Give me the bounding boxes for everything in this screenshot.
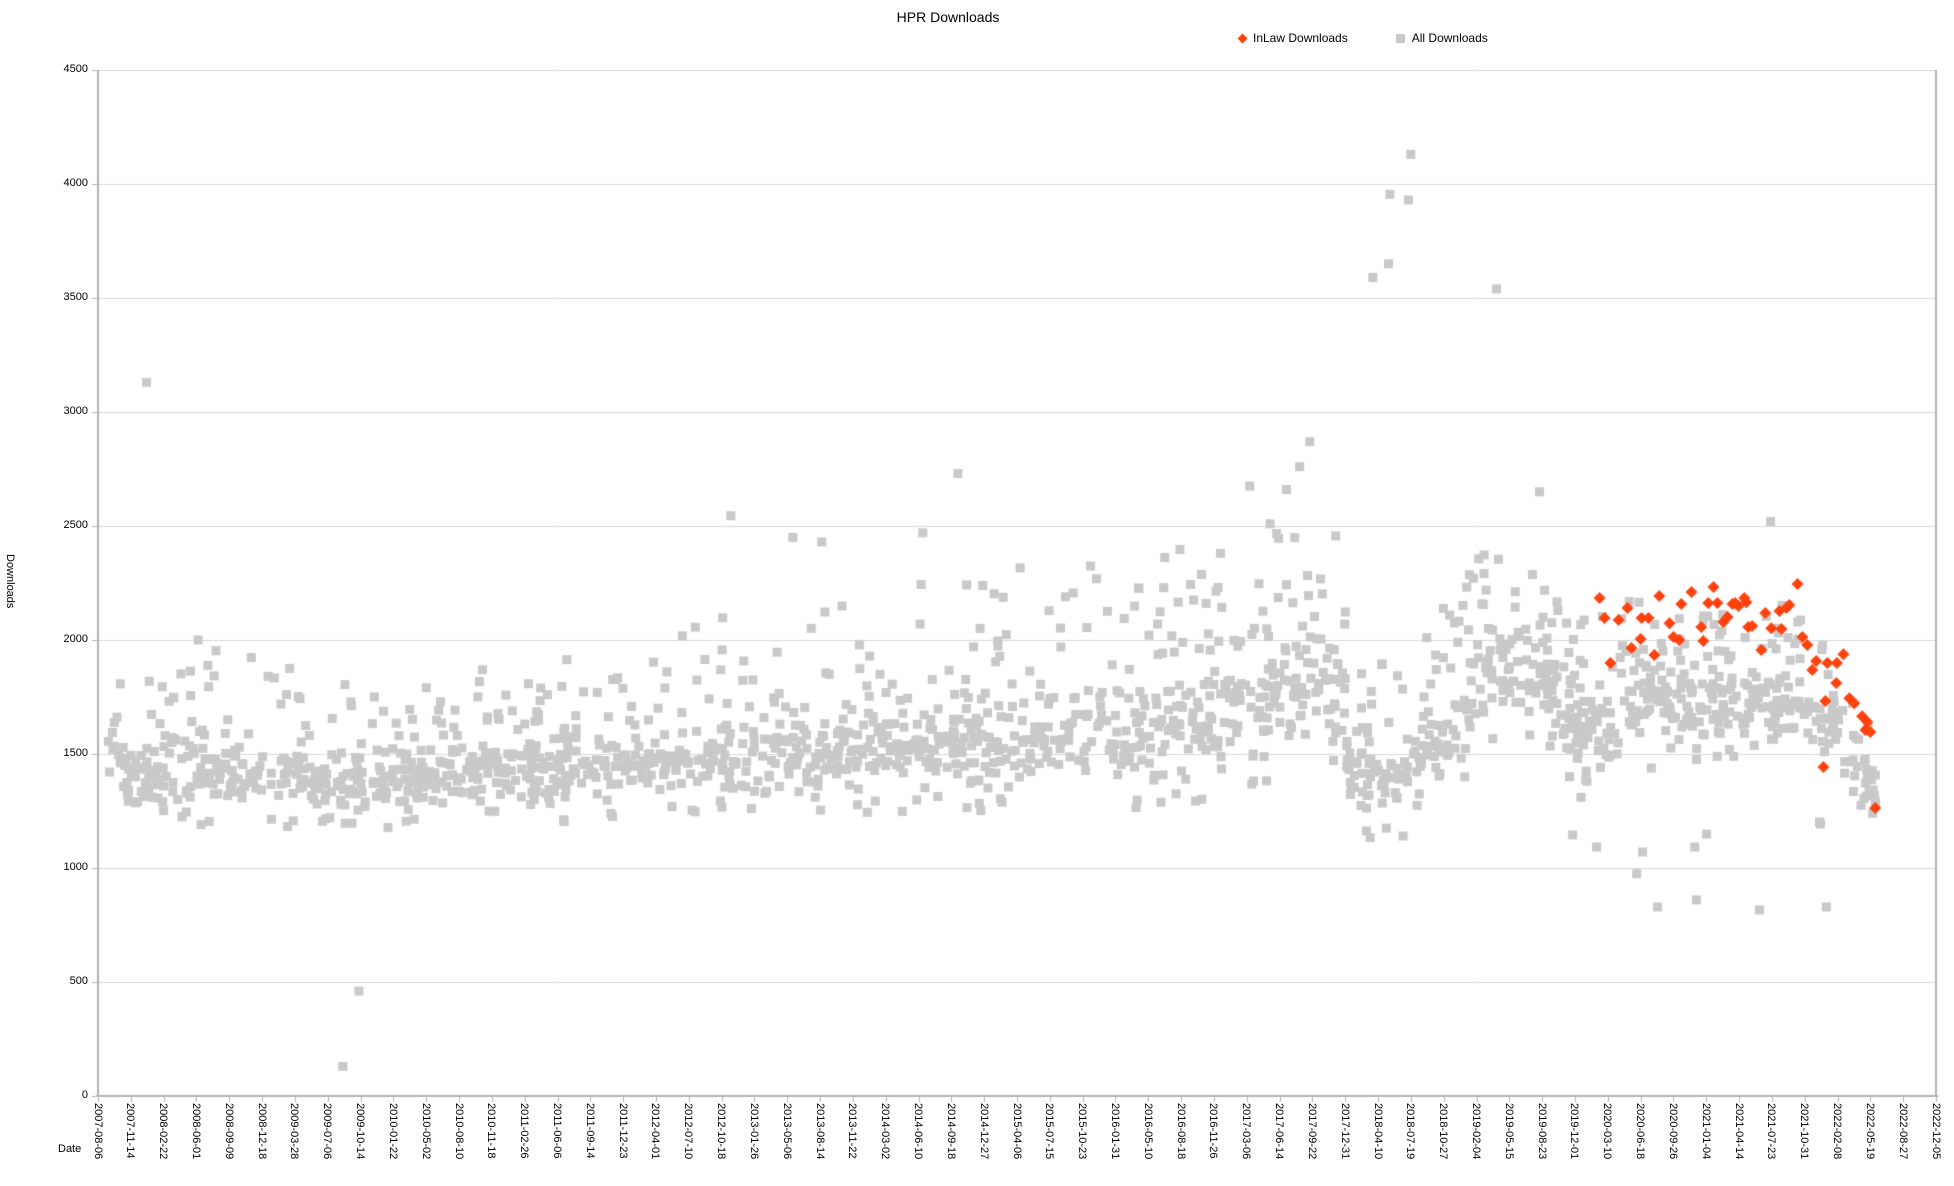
- x-tick-label: 2022-08-27: [1896, 1103, 1909, 1160]
- x-tick-label: 2009-03-28: [288, 1103, 301, 1160]
- x-tick-label: 2011-09-14: [583, 1103, 596, 1159]
- x-tick-label: 2019-02-04: [1470, 1103, 1482, 1160]
- x-tick-label: 2009-07-06: [321, 1103, 334, 1160]
- x-tick-label: 2021-04-14: [1732, 1103, 1745, 1160]
- x-tick-label: 2017-03-06: [1240, 1103, 1253, 1160]
- diamond-marker-icon: [1237, 33, 1248, 43]
- y-tick-label: 0: [81, 1089, 88, 1101]
- legend-label-all: All Downloads: [1411, 31, 1488, 45]
- x-tick-label: 2022-12-05: [1929, 1103, 1942, 1160]
- x-axis-title: Date: [58, 1143, 82, 1155]
- x-tick-label: 2011-02-26: [518, 1103, 531, 1159]
- x-tick-label: 2016-05-10: [1141, 1103, 1154, 1160]
- y-tick-label: 3000: [63, 405, 88, 417]
- x-tick-label: 2011-12-23: [616, 1103, 629, 1159]
- x-tick-label: 2010-11-18: [485, 1103, 498, 1159]
- x-tick-label: 2018-10-27: [1437, 1103, 1450, 1160]
- x-tick-label: 2019-05-15: [1502, 1103, 1515, 1160]
- legend-item-inlaw-downloads: InLaw Downloads: [1237, 31, 1348, 45]
- x-tick-label: 2016-01-31: [1108, 1103, 1121, 1160]
- y-tick-label: 1500: [63, 747, 88, 759]
- x-tick-label: 2019-12-01: [1568, 1103, 1581, 1160]
- x-tick-label: 2020-06-18: [1634, 1103, 1647, 1160]
- x-tick-label: 2022-05-19: [1863, 1103, 1876, 1160]
- y-tick-label: 4500: [63, 63, 88, 75]
- legend-item-all-downloads: All Downloads: [1395, 31, 1488, 45]
- square-marker-icon: [1395, 33, 1405, 43]
- x-tick-label: 2015-10-23: [1076, 1103, 1089, 1160]
- x-tick-label: 2020-03-10: [1601, 1103, 1614, 1160]
- x-tick-label: 2015-04-06: [1010, 1103, 1023, 1160]
- x-tick-label: 2019-08-23: [1535, 1103, 1548, 1160]
- x-tick-label: 2021-10-31: [1798, 1103, 1811, 1160]
- x-tick-label: 2012-04-01: [649, 1103, 662, 1160]
- x-tick-label: 2008-02-22: [157, 1103, 170, 1160]
- y-tick-label: 1000: [63, 861, 88, 873]
- x-tick-label: 2017-09-22: [1305, 1103, 1318, 1160]
- x-tick-label: 2016-11-26: [1207, 1103, 1220, 1159]
- x-tick-label: 2017-06-14: [1273, 1103, 1286, 1160]
- x-tick-label: 2017-12-31: [1338, 1103, 1351, 1160]
- y-axis-title: Downloads: [4, 554, 16, 609]
- x-tick-label: 2013-01-26: [747, 1103, 760, 1160]
- y-tick-label: 4000: [63, 177, 88, 189]
- y-tick-label: 2500: [63, 519, 88, 531]
- x-tick-label: 2007-08-06: [91, 1103, 104, 1160]
- x-tick-label: 2010-05-02: [419, 1103, 432, 1160]
- x-tick-label: 2010-01-22: [386, 1103, 399, 1160]
- x-tick-label: 2018-07-19: [1404, 1103, 1417, 1160]
- x-tick-label: 2013-05-06: [780, 1103, 793, 1160]
- x-tick-label: 2013-11-22: [846, 1103, 859, 1159]
- x-tick-label: 2020-09-26: [1666, 1103, 1679, 1160]
- y-tick-label: 2000: [63, 633, 88, 645]
- legend: InLaw Downloads All Downloads: [1237, 31, 1488, 45]
- x-tick-label: 2014-03-02: [879, 1103, 892, 1160]
- x-tick-label: 2008-06-01: [189, 1103, 202, 1160]
- x-tick-label: 2013-08-14: [813, 1103, 826, 1160]
- x-tick-label: 2014-06-10: [912, 1103, 925, 1160]
- x-tick-label: 2018-04-10: [1371, 1103, 1384, 1160]
- x-tick-label: 2022-02-08: [1831, 1103, 1844, 1160]
- y-tick-label: 500: [69, 975, 88, 987]
- chart-title: HPR Downloads: [896, 9, 1000, 25]
- x-tick-label: 2015-07-15: [1043, 1103, 1056, 1160]
- x-tick-label: 2014-09-18: [944, 1103, 957, 1160]
- x-tick-label: 2009-10-14: [354, 1103, 367, 1160]
- x-tick-label: 2010-08-10: [452, 1103, 465, 1160]
- legend-label-inlaw: InLaw Downloads: [1253, 31, 1348, 45]
- x-tick-label: 2007-11-14: [124, 1103, 137, 1159]
- x-tick-label: 2016-08-18: [1174, 1103, 1187, 1160]
- x-tick-label: 2012-07-10: [682, 1103, 695, 1160]
- x-tick-label: 2021-01-04: [1699, 1103, 1712, 1160]
- x-tick-label: 2012-10-18: [715, 1103, 728, 1160]
- x-tick-label: 2014-12-27: [977, 1103, 990, 1160]
- x-tick-label: 2011-06-06: [551, 1103, 563, 1159]
- x-tick-label: 2021-07-23: [1765, 1103, 1778, 1160]
- y-tick-label: 3500: [63, 291, 88, 303]
- x-tick-label: 2008-09-09: [222, 1103, 235, 1160]
- x-tick-label: 2008-12-18: [255, 1103, 268, 1160]
